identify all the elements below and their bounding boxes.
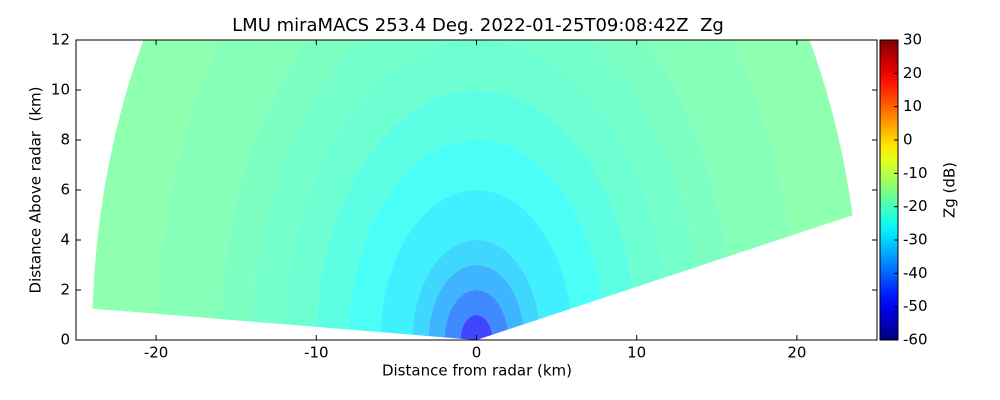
reflectivity-ring <box>348 140 602 333</box>
x-tick-label: -10 <box>304 344 329 362</box>
x-axis-label: Distance from radar (km) <box>382 362 572 380</box>
y-tick-label: 4 <box>60 231 70 249</box>
reflectivity-ring <box>156 40 790 317</box>
x-tick-label: 10 <box>627 344 646 362</box>
reflectivity-ring <box>124 40 822 314</box>
plot-area <box>92 40 853 340</box>
reflectivity-ring <box>380 190 571 335</box>
y-tick-label: 8 <box>60 131 70 149</box>
colorbar-tick-label: -20 <box>903 197 928 215</box>
colorbar-label: Zg (dB) <box>941 162 959 218</box>
colorbar-tick-label: -40 <box>903 264 928 282</box>
y-tick-label: 12 <box>51 31 70 49</box>
reflectivity-ring <box>428 265 524 338</box>
chart-title: LMU miraMACS 253.4 Deg. 2022-01-25T09:08… <box>232 15 724 36</box>
reflectivity-ring <box>188 40 759 320</box>
x-tick-label: 20 <box>787 344 806 362</box>
reflectivity-ring <box>284 40 665 327</box>
y-tick-label: 10 <box>51 81 70 99</box>
reflectivity-ring <box>92 40 853 312</box>
colorbar-tick-label: 20 <box>903 64 922 82</box>
colorbar-tick-label: -30 <box>903 231 928 249</box>
colorbar-tick-label: 10 <box>903 97 922 115</box>
colorbar-tick-label: 0 <box>903 131 913 149</box>
y-tick-label: 0 <box>60 331 70 349</box>
x-tick-label: -20 <box>144 344 169 362</box>
reflectivity-ring <box>444 290 508 339</box>
y-tick-label: 6 <box>60 181 70 199</box>
reflectivity-ring <box>460 315 493 340</box>
colorbar-tick-label: 30 <box>903 31 922 49</box>
y-tick-label: 2 <box>60 281 70 299</box>
reflectivity-ring <box>412 240 540 337</box>
y-axis-label: Distance Above radar (km) <box>27 87 45 294</box>
colorbar <box>879 39 899 341</box>
colorbar-tick-label: -60 <box>903 331 928 349</box>
colorbar-tick-label: -50 <box>903 297 928 315</box>
colorbar-tick-label: -10 <box>903 164 928 182</box>
reflectivity-ring <box>316 90 634 330</box>
x-tick-label: 0 <box>472 344 482 362</box>
